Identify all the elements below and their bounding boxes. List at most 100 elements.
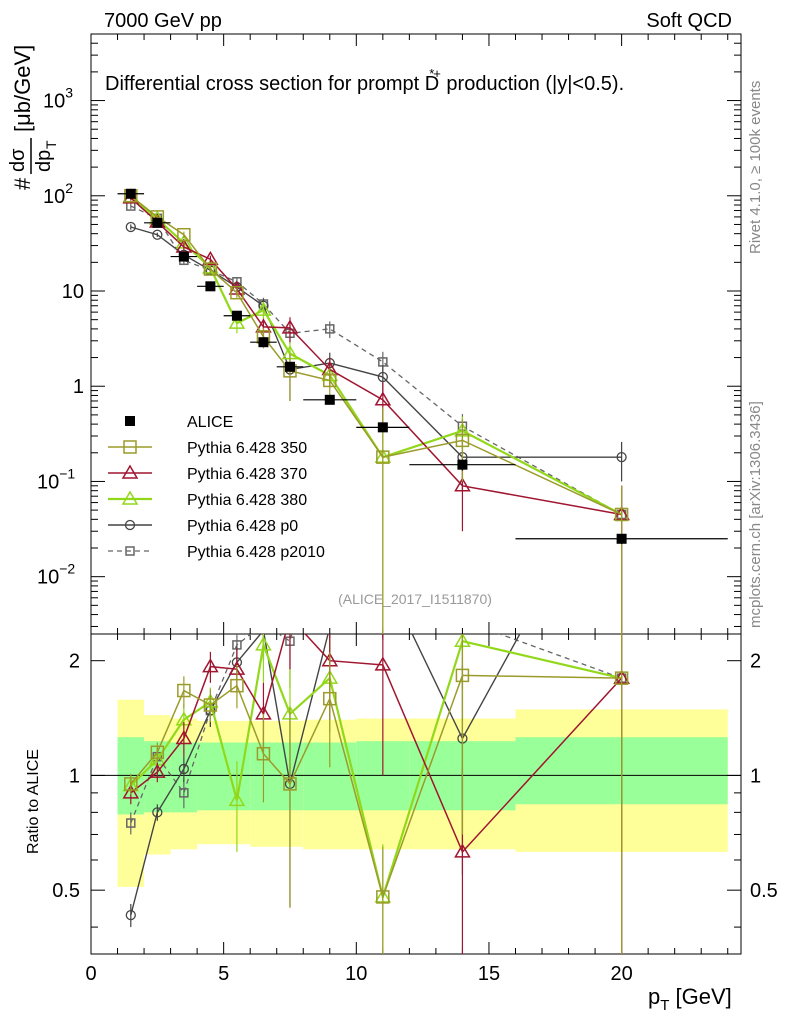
legend-entry-p350: Pythia 6.428 350 [108,440,307,457]
x-tick-label: 10 [345,963,367,985]
legend-entry-data: ALICE [125,414,233,431]
legend-label-p2010: Pythia 6.428 p2010 [187,544,325,561]
ratio-point-p2010 [179,788,189,798]
main-panel-series [117,188,728,634]
ratio-point-p350 [376,890,390,904]
legend-marker-p0 [124,519,136,531]
ratio-line-p0 [130,634,521,916]
y-label-den-sub: T [43,140,59,149]
point-p370 [281,319,299,334]
legend-entry-p0: Pythia 6.428 p0 [108,518,298,535]
point-p350 [376,450,390,464]
ratio-y-tick-label: 0.5 [52,880,80,902]
point-p370 [202,250,219,266]
ratio-point-p350 [323,691,337,706]
point-data [125,188,136,199]
legend: ALICE Pythia 6.428 350 Pythia 6.428 370 Pyt… [108,414,325,561]
ratio-y-tick-label: 1 [69,765,80,787]
ratio-point-p0 [152,807,163,818]
y-tick-label: 10 [62,281,84,303]
analysis-id: (ALICE_2017_I1511870) [338,591,492,607]
ratio-point-p0 [178,763,190,775]
legend-label-data: ALICE [187,414,233,431]
ratio-point-p350 [203,698,218,712]
legend-entry-p370: Pythia 6.428 370 [108,464,307,483]
title-super: * [429,66,434,81]
point-p380 [228,314,246,329]
y-tick-exp: −1 [59,465,75,481]
ratio-point-p370 [175,730,193,745]
y-label-unit: [μb/GeV] [10,45,35,132]
ratio-point-p350 [230,678,244,693]
ratio-y-tick-label-right: 0.5 [750,880,778,902]
y-label-prefix: # [10,177,35,190]
legend-marker-data [125,416,135,426]
ratio-plot-frame [90,633,742,955]
ratio-point-p380 [255,636,272,651]
ratio-uncertainty-bands [117,699,728,887]
series-line-p2010 [130,205,622,516]
ratio-point-p350 [124,777,138,791]
ratio-point-p350 [150,745,165,760]
legend-label-p0: Pythia 6.428 p0 [187,518,298,535]
point-p350 [614,507,629,522]
ratio-line-p2010 [130,634,622,824]
legend-marker-p380 [121,490,139,505]
main-y-axis-label: # dσ dp T [μb/GeV] [7,45,59,190]
y-tick-base: 10 [43,186,65,208]
point-data [152,217,163,228]
series-data [117,188,728,545]
point-p2010 [325,324,335,334]
ratio-point-p380 [228,791,246,807]
x-tick-label: 0 [85,963,96,985]
point-p380 [255,301,272,316]
point-p350 [177,227,191,242]
ratio-point-p370 [149,763,166,778]
category-label: Soft QCD [646,10,732,32]
point-p350 [455,433,470,448]
ratio-point-p370 [374,656,392,671]
ratio-point-p2010 [126,818,136,828]
series-p380 [122,188,630,634]
legend-label-p350: Pythia 6.428 350 [187,440,307,457]
series-p350 [124,189,629,634]
y-tick-label: 10−2 [37,561,75,589]
ratio-y-tick-label-right: 2 [750,651,761,673]
point-p370 [374,391,392,406]
point-data [231,310,242,321]
point-data [178,251,189,262]
point-data [205,281,216,292]
ratio-point-p350 [256,746,271,761]
y-label-den: dp [33,150,55,172]
y-tick-exp: −2 [59,561,75,577]
side-label-bottom: mcplots.cern.ch [arXiv:1306.3436] [747,401,764,628]
y-tick-exp: 2 [65,180,73,196]
legend-marker-p370 [121,464,139,479]
point-p0 [616,451,627,463]
point-data [324,394,335,405]
point-data [377,422,388,433]
legend-label-p380: Pythia 6.428 380 [187,492,307,509]
title-super2: + [433,66,441,81]
ratio-y-tick-label: 2 [69,651,80,673]
ratio-point-p350 [177,683,191,698]
point-data [616,533,627,544]
ratio-point-p350 [455,668,470,683]
energy-label: 7000 GeV pp [104,10,222,32]
point-p0 [377,371,388,383]
ratio-y-axis-label: Ratio to ALICE [25,749,42,854]
ratio-point-p370 [202,658,219,673]
x-label-sub: T [660,997,669,1014]
point-p0 [152,229,163,240]
plot-title: Differential cross section for prompt D*… [105,66,624,95]
y-tick-base: 10 [37,471,59,493]
legend-entry-p2010: Pythia 6.428 p2010 [108,544,325,561]
point-p350 [323,373,337,388]
y-tick-label: 10−1 [37,465,75,493]
y-tick-label: 1 [73,376,84,398]
y-tick-base: 10 [37,567,59,589]
ratio-point-p350 [283,777,297,791]
x-tick-label: 15 [478,963,500,985]
legend-marker-p2010 [125,546,135,556]
